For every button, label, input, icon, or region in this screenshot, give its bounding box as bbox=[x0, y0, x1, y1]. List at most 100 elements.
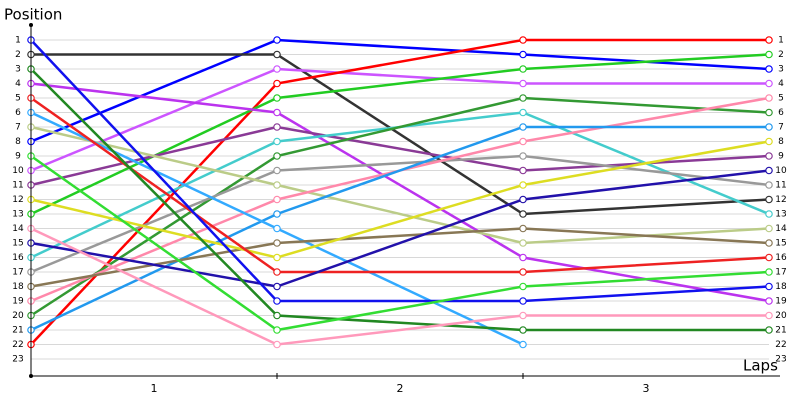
y-tick-label: 2 bbox=[15, 50, 21, 60]
point-marker bbox=[765, 50, 773, 59]
point-marker bbox=[519, 268, 527, 276]
x-tick-label: 2 bbox=[397, 382, 404, 395]
point-marker bbox=[765, 282, 773, 291]
y-tick-label-right: 17 bbox=[775, 268, 786, 278]
point-marker bbox=[765, 79, 773, 88]
y-tick-label-right: 19 bbox=[775, 297, 787, 307]
point-marker bbox=[765, 108, 773, 117]
y-tick-label-right: 16 bbox=[775, 253, 787, 263]
point-marker bbox=[765, 152, 773, 160]
y-tick-label: 23 bbox=[12, 355, 23, 365]
series-line bbox=[30, 68, 769, 332]
y-tick-label-right: 11 bbox=[775, 181, 786, 191]
y-axis-title: Position bbox=[4, 6, 62, 24]
y-tick-label: 15 bbox=[12, 239, 23, 249]
series-lines bbox=[27, 36, 773, 349]
series-line bbox=[30, 154, 770, 332]
point-marker bbox=[765, 65, 773, 73]
y-tick-label: 5 bbox=[15, 94, 21, 104]
y-tick-label: 16 bbox=[12, 253, 24, 263]
axis-end bbox=[29, 23, 33, 27]
point-marker bbox=[519, 137, 527, 146]
point-marker bbox=[273, 210, 281, 218]
y-tick-label: 3 bbox=[15, 65, 21, 75]
point-marker bbox=[519, 166, 527, 175]
point-marker bbox=[519, 326, 527, 334]
point-marker bbox=[519, 210, 527, 218]
point-marker bbox=[519, 224, 527, 233]
y-tick-label-right: 2 bbox=[778, 50, 784, 60]
y-tick-label: 22 bbox=[12, 340, 23, 350]
point-marker bbox=[765, 297, 773, 305]
point-marker bbox=[765, 253, 773, 262]
point-marker bbox=[765, 181, 773, 189]
point-marker bbox=[519, 195, 527, 204]
point-marker bbox=[273, 224, 281, 233]
point-marker bbox=[765, 268, 773, 276]
y-tick-label-right: 8 bbox=[778, 137, 784, 147]
point-marker bbox=[519, 108, 527, 117]
point-marker bbox=[273, 297, 281, 305]
point-marker bbox=[519, 36, 527, 44]
x-axis-title: Laps bbox=[743, 357, 778, 375]
y-tick-label: 9 bbox=[15, 152, 21, 162]
y-tick-label-right: 7 bbox=[778, 123, 784, 133]
point-marker bbox=[519, 65, 527, 73]
y-tick-label: 12 bbox=[12, 195, 23, 205]
series-line bbox=[30, 96, 770, 317]
point-marker bbox=[273, 79, 281, 88]
y-tick-label-right: 21 bbox=[775, 326, 786, 336]
point-marker bbox=[765, 137, 773, 146]
y-tick-label-right: 12 bbox=[775, 195, 786, 205]
y-tick-label: 1 bbox=[15, 36, 21, 46]
point-marker bbox=[273, 311, 281, 320]
point-marker bbox=[273, 94, 281, 102]
point-marker bbox=[765, 123, 773, 131]
point-marker bbox=[765, 94, 773, 102]
point-marker bbox=[519, 297, 527, 305]
y-tick-label-right: 22 bbox=[775, 340, 786, 350]
point-marker bbox=[519, 282, 527, 291]
y-tick-label: 13 bbox=[12, 210, 23, 220]
point-marker bbox=[765, 210, 773, 218]
point-marker bbox=[765, 326, 773, 334]
point-marker bbox=[519, 94, 527, 102]
point-marker bbox=[273, 65, 281, 73]
series-line bbox=[31, 53, 770, 216]
point-marker bbox=[765, 311, 773, 320]
point-marker bbox=[519, 50, 527, 59]
axis-origin bbox=[29, 374, 33, 378]
y-tick-label: 21 bbox=[12, 326, 23, 336]
y-tick-label: 6 bbox=[15, 108, 21, 118]
y-tick-label-right: 6 bbox=[778, 108, 784, 118]
point-marker bbox=[765, 36, 773, 44]
point-marker bbox=[273, 195, 281, 204]
y-tick-label-right: 23 bbox=[775, 355, 786, 365]
series-line bbox=[30, 227, 769, 346]
point-marker bbox=[765, 224, 773, 233]
point-marker bbox=[519, 253, 527, 262]
x-tick-label: 1 bbox=[151, 382, 158, 395]
series-line bbox=[30, 169, 770, 288]
y-tick-label-right: 13 bbox=[775, 210, 786, 220]
y-tick-label-right: 4 bbox=[778, 79, 784, 89]
series-line bbox=[30, 140, 770, 259]
y-tick-label-right: 18 bbox=[775, 282, 787, 292]
point-marker bbox=[519, 340, 527, 349]
y-tick-label-right: 9 bbox=[778, 152, 784, 162]
point-marker bbox=[273, 340, 281, 349]
point-marker bbox=[519, 311, 527, 320]
point-marker bbox=[273, 181, 281, 189]
y-tick-label: 14 bbox=[12, 224, 24, 234]
point-marker bbox=[765, 195, 773, 204]
series-line bbox=[30, 67, 769, 172]
point-marker bbox=[273, 123, 281, 131]
point-marker bbox=[273, 152, 281, 160]
y-tick-label-right: 20 bbox=[775, 311, 787, 321]
point-marker bbox=[519, 181, 527, 189]
y-tick-label-right: 5 bbox=[778, 94, 784, 104]
x-tick-label: 3 bbox=[643, 382, 650, 395]
point-marker bbox=[273, 166, 281, 175]
point-marker bbox=[273, 50, 281, 59]
